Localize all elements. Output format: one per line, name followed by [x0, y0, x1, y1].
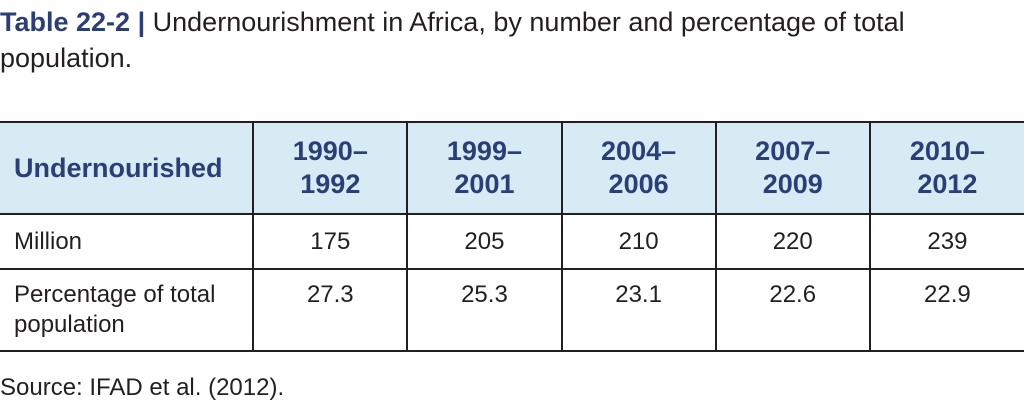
header-year-2007-2009: 2007– 2009: [714, 121, 870, 215]
table-cell: 239: [868, 214, 1024, 270]
table-cell: 22.6: [714, 269, 870, 352]
table-cell: 27.3: [252, 269, 408, 352]
table-row-percentage: Percentage of total population 27.3 25.3…: [0, 269, 1024, 352]
header-year-end: 2009: [762, 169, 823, 199]
header-year-1999-2001: 1999– 2001: [406, 121, 562, 215]
header-undernourished: Undernourished: [0, 121, 254, 215]
table-header-row: Undernourished 1990– 1992 1999– 2001 200…: [0, 121, 1024, 215]
row-label-line1: Percentage of total: [14, 281, 216, 308]
table-cell: 175: [252, 214, 408, 270]
header-year-start: 1990–: [292, 136, 368, 166]
header-year-start: 2004–: [601, 136, 677, 166]
row-label-percentage: Percentage of total population: [0, 269, 254, 352]
header-year-1990-1992: 1990– 1992: [252, 121, 408, 215]
header-year-start: 1999–: [446, 136, 522, 166]
header-year-2004-2006: 2004– 2006: [560, 121, 716, 215]
table-row-million: Million 175 205 210 220 239: [0, 214, 1024, 270]
source-note: Source: IFAD et al. (2012).: [0, 374, 285, 401]
table-caption: Table 22-2 | Undernourishment in Africa,…: [0, 4, 1000, 76]
caption-separator: |: [137, 7, 146, 37]
row-label-million: Million: [0, 214, 254, 270]
table-cell: 22.9: [868, 269, 1024, 352]
header-year-end: 1992: [300, 169, 361, 199]
table-cell: 23.1: [560, 269, 716, 352]
header-year-end: 2006: [608, 169, 669, 199]
row-label-line2: population: [14, 311, 125, 338]
header-year-start: 2010–: [909, 136, 985, 166]
table-cell: 210: [560, 214, 716, 270]
header-year-2010-2012: 2010– 2012: [868, 121, 1024, 215]
table-cell: 220: [714, 214, 870, 270]
header-year-end: 2001: [454, 169, 515, 199]
header-year-start: 2007–: [755, 136, 831, 166]
header-year-end: 2012: [917, 169, 978, 199]
undernourishment-table: Undernourished 1990– 1992 1999– 2001 200…: [0, 121, 1024, 352]
table-cell: 205: [406, 214, 562, 270]
table-number: Table 22-2: [0, 7, 131, 37]
table-title: Undernourishment in Africa, by number an…: [0, 7, 905, 73]
table-cell: 25.3: [406, 269, 562, 352]
